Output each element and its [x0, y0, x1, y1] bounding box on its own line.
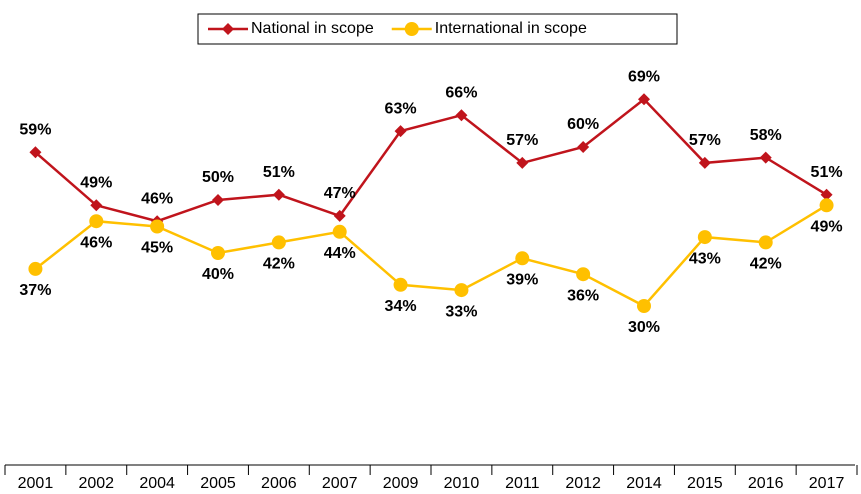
point — [697, 230, 712, 245]
point — [271, 235, 286, 250]
legend-label: International in scope — [435, 20, 587, 37]
value-label: 45% — [141, 240, 173, 257]
point — [393, 277, 408, 292]
point — [638, 93, 650, 106]
point — [576, 267, 591, 282]
value-label: 69% — [628, 69, 660, 86]
x-tick-label: 2016 — [748, 475, 784, 492]
point — [455, 109, 468, 122]
value-label: 43% — [689, 250, 721, 267]
value-label: 42% — [263, 256, 295, 273]
value-label: 30% — [628, 319, 660, 336]
value-label: 37% — [19, 282, 51, 299]
x-tick-label: 2014 — [626, 475, 662, 492]
value-label: 39% — [506, 272, 538, 289]
value-label: 47% — [324, 185, 356, 202]
value-label: 44% — [324, 245, 356, 262]
point — [89, 214, 104, 229]
value-label: 57% — [506, 132, 538, 149]
point — [516, 156, 529, 169]
value-label: 51% — [811, 164, 843, 181]
value-label: 49% — [80, 175, 112, 192]
point — [333, 209, 346, 222]
point — [637, 299, 651, 313]
value-label: 33% — [445, 303, 477, 320]
point — [150, 219, 165, 234]
series-line — [34, 204, 828, 308]
point — [332, 224, 347, 239]
value-label: 51% — [263, 164, 295, 181]
value-label: 34% — [385, 298, 417, 315]
value-label: 66% — [445, 84, 477, 101]
value-label: 46% — [80, 234, 112, 251]
value-label: 63% — [385, 100, 417, 117]
x-tick-label: 2012 — [565, 475, 601, 492]
point — [454, 283, 469, 298]
x-tick-label: 2009 — [383, 475, 419, 492]
point — [819, 198, 834, 213]
point — [222, 23, 234, 35]
point — [29, 146, 42, 159]
value-label: 57% — [689, 132, 721, 149]
series-line — [34, 97, 828, 223]
point — [28, 261, 43, 276]
x-tick-label: 2010 — [444, 475, 480, 492]
point — [90, 199, 103, 212]
point — [758, 235, 773, 250]
point — [820, 188, 833, 201]
x-tick-label: 2004 — [139, 475, 175, 492]
legend-box — [197, 13, 678, 45]
x-tick-label: 2006 — [261, 475, 297, 492]
x-tick-label: 2015 — [687, 475, 723, 492]
value-label: 58% — [750, 127, 782, 144]
value-label: 40% — [202, 266, 234, 283]
x-tick-label: 2002 — [78, 475, 114, 492]
legend-label: National in scope — [251, 20, 374, 37]
point — [404, 22, 419, 36]
point — [698, 156, 711, 169]
value-label: 59% — [19, 122, 51, 139]
value-label: 46% — [141, 190, 173, 207]
x-tick-label: 2001 — [18, 475, 54, 492]
point — [272, 188, 285, 201]
point — [212, 194, 224, 206]
x-tick-label: 2005 — [200, 475, 236, 492]
point — [515, 251, 530, 266]
x-tick-label: 2017 — [809, 475, 845, 492]
value-label: 49% — [811, 219, 843, 236]
point — [394, 125, 407, 138]
value-label: 36% — [567, 287, 599, 304]
value-label: 50% — [202, 169, 234, 186]
value-label: 42% — [750, 256, 782, 273]
x-tick-label: 2011 — [505, 475, 540, 492]
x-tick-label: 2007 — [322, 475, 358, 492]
point — [759, 151, 772, 164]
value-label: 60% — [567, 116, 599, 133]
point — [577, 141, 590, 153]
point — [211, 246, 225, 260]
